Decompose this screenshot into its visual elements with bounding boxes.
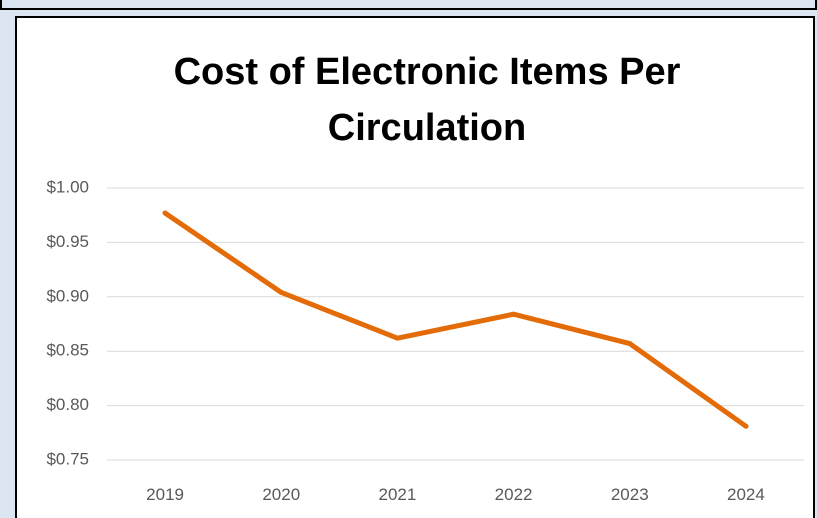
line-chart: $1.00$0.95$0.90$0.85$0.80$0.75 2019 2020 2…	[46, 177, 804, 504]
x-tick-label: 2023	[611, 485, 649, 504]
y-tick-label: $0.75	[46, 449, 89, 468]
y-tick-label: $1.00	[46, 177, 89, 196]
x-tick-label: 2019	[146, 485, 184, 504]
x-tick-label: 2020	[262, 485, 300, 504]
y-tick-label: $0.85	[46, 341, 89, 360]
x-tick-label: 2022	[495, 485, 533, 504]
y-axis-ticks: $1.00 $0.95 $0.90 $0.85 $0.80 $0.75	[46, 177, 89, 468]
data-point	[511, 311, 517, 317]
chart-title: Cost of Electronic Items Per Circulation	[173, 51, 681, 149]
x-tick-label: 2021	[379, 485, 417, 504]
top-frame-strip	[0, 0, 817, 10]
x-tick-label: 2024	[727, 485, 765, 504]
data-point	[394, 335, 400, 341]
series-layer	[162, 210, 749, 429]
data-point	[627, 341, 633, 347]
y-tick-label: $0.80	[46, 395, 89, 414]
data-point	[278, 289, 284, 295]
y-tick-label: $0.95	[46, 232, 89, 251]
chart-panel: Cost of Electronic Items Per Circulation…	[15, 16, 815, 518]
series-line	[162, 210, 749, 429]
x-axis-ticks: 2019 2020 2021 2022 2023 2024	[146, 485, 765, 504]
data-point	[162, 210, 168, 216]
gridlines	[107, 187, 804, 461]
data-point	[743, 423, 749, 429]
y-tick-label: $0.90	[46, 286, 89, 305]
